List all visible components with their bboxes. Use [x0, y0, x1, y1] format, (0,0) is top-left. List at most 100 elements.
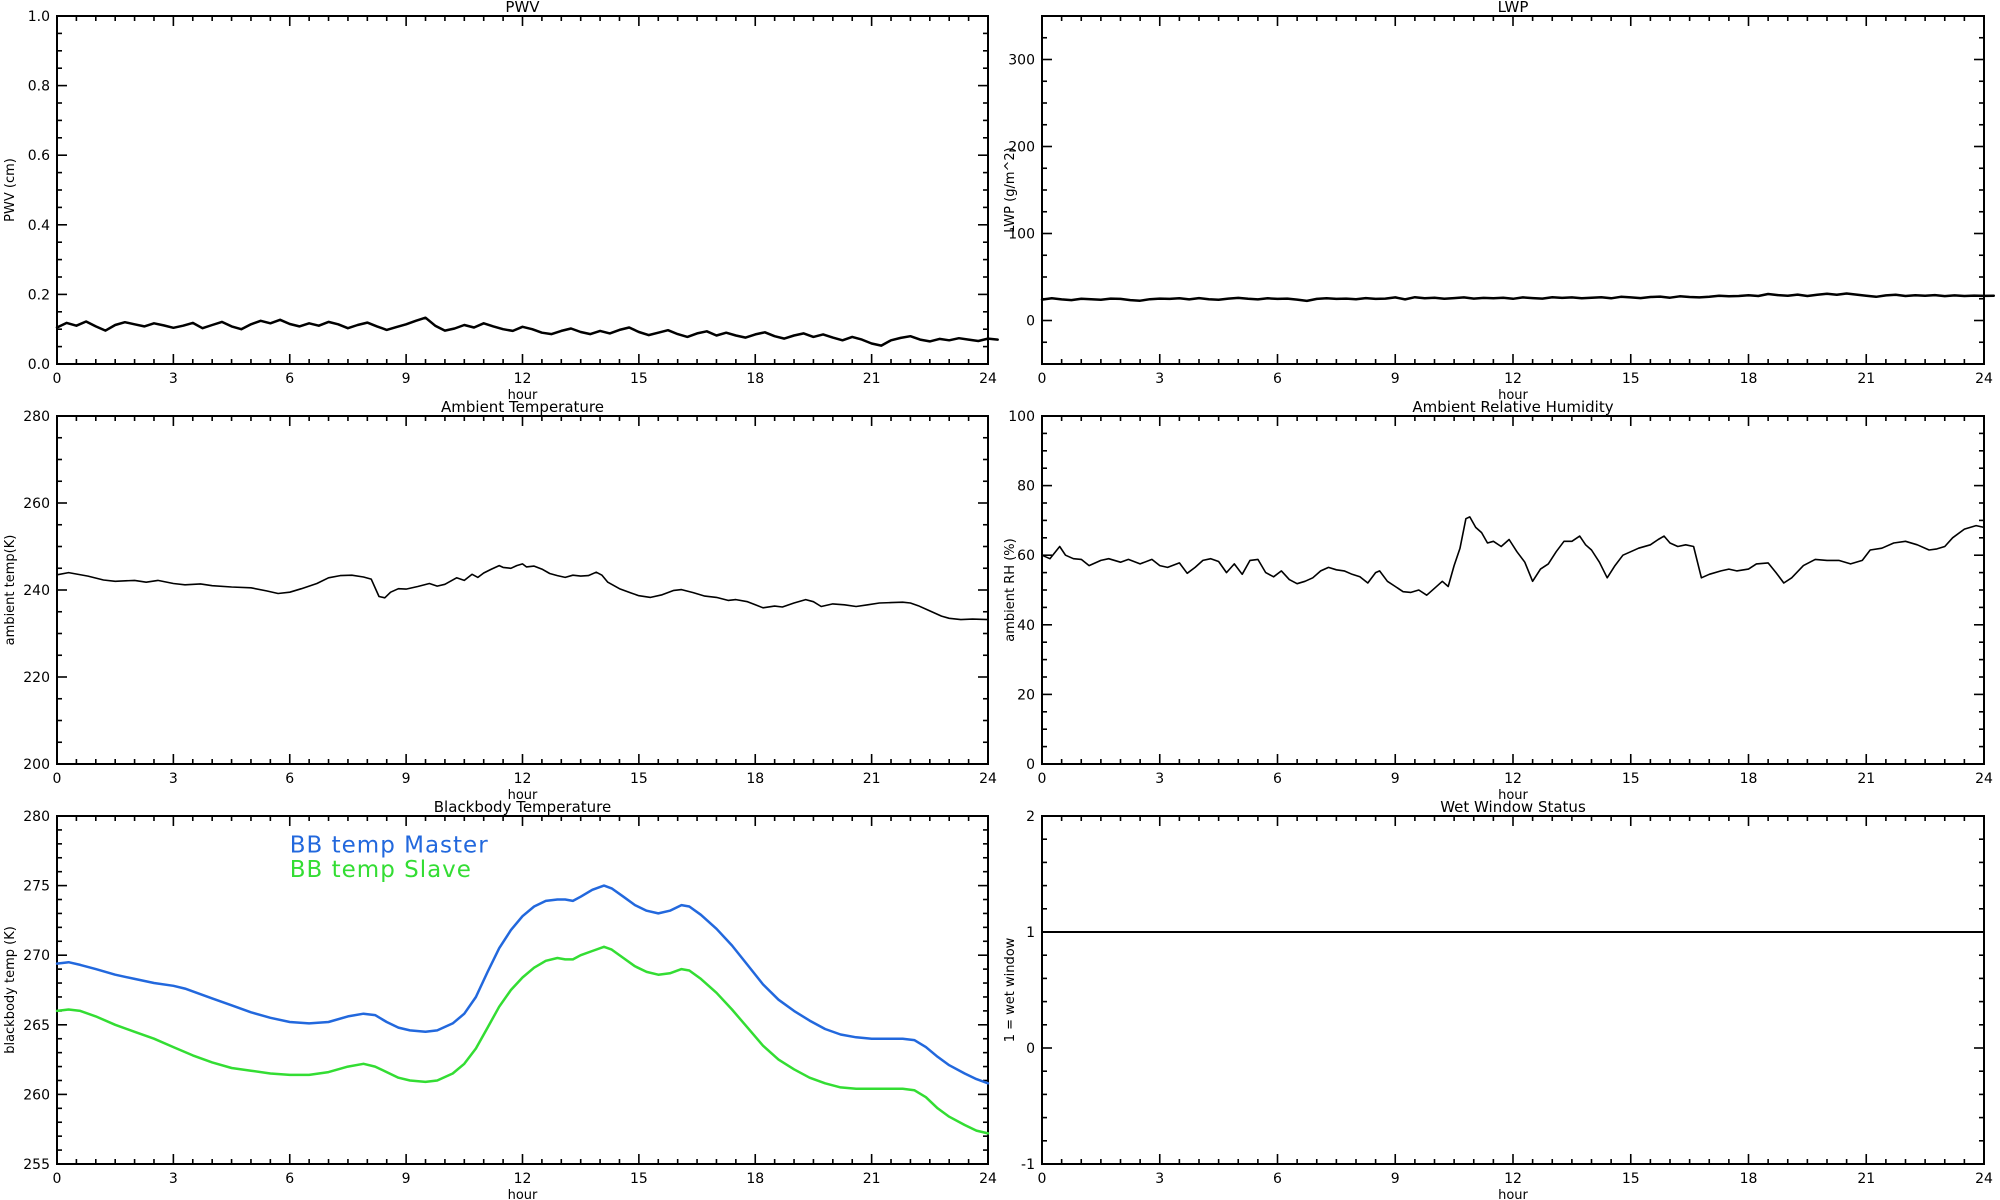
x-tick-label: 12 — [1504, 371, 1522, 387]
x-tick-label: 15 — [630, 771, 648, 787]
series-ambient-rh — [1041, 516, 1985, 596]
x-tick-label: 18 — [1740, 371, 1758, 387]
y-tick-label: 220 — [23, 670, 50, 686]
x-tick-label: 24 — [979, 371, 997, 387]
x-axis-label: hour — [508, 388, 538, 400]
y-tick-label: 200 — [1008, 140, 1035, 156]
x-tick-label: 21 — [863, 771, 881, 787]
x-tick-label: 18 — [746, 1171, 764, 1187]
panel-ambient-temperature: 0 3 6 9 12 15 18 21 24 200 220 240 260 280 Ambient Tem… — [0, 400, 1000, 800]
x-tick-label: 3 — [1155, 1171, 1164, 1187]
y-tick-label: 255 — [23, 1157, 50, 1173]
panel-pwv: 0 3 6 9 12 15 18 21 24 0.0 0.2 0.4 0.6 0.8 1.0 PWV hour P… — [0, 0, 1000, 400]
x-tick-label: 6 — [1273, 1171, 1282, 1187]
x-tick-label: 24 — [979, 1171, 997, 1187]
x-tick-label: 3 — [1155, 371, 1164, 387]
plot-title: Wet Window Status — [1440, 800, 1586, 816]
series-ambient-temp — [56, 563, 989, 621]
series-pwv — [55, 316, 999, 347]
y-axis-label: ambient RH (%) — [1003, 538, 1018, 641]
y-tick-label: 0 — [1026, 1041, 1035, 1057]
plot-frame — [56, 815, 989, 1165]
y-axis-label: blackbody temp (K) — [3, 926, 18, 1054]
x-tick-label: 15 — [630, 1171, 648, 1187]
x-tick-label: 12 — [514, 1171, 532, 1187]
panel-ambient-relative-humidity: 0 3 6 9 12 15 18 21 24 0 20 40 60 80 100 Ambient Relati… — [1000, 400, 2000, 800]
pwv-plot: 0 3 6 9 12 15 18 21 24 0.0 0.2 0.4 0.6 0.8 1.0 PWV hour P… — [3, 0, 999, 400]
x-tick-label: 0 — [1038, 771, 1047, 787]
x-tick-label: 24 — [979, 771, 997, 787]
plot-title: Ambient Relative Humidity — [1412, 400, 1613, 416]
x-tick-label: 24 — [1975, 371, 1993, 387]
x-tick-label: 21 — [1857, 371, 1875, 387]
plot-frame — [56, 415, 989, 765]
plot-frame — [1041, 415, 1985, 765]
plot-title: PWV — [505, 0, 540, 16]
panel-lwp: 0 3 6 9 12 15 18 21 24 0 100 200 300 LWP hour LWP (g/m^… — [1000, 0, 2000, 400]
x-tick-label: 3 — [169, 371, 178, 387]
x-tick-label: 15 — [630, 371, 648, 387]
series-lwp — [1040, 292, 1996, 303]
x-axis-label: hour — [508, 1188, 538, 1200]
plot-title: Blackbody Temperature — [434, 800, 611, 816]
y-axis-label: LWP (g/m^2) — [1003, 147, 1018, 232]
x-tick-label: 0 — [53, 371, 62, 387]
y-tick-label: 40 — [1017, 618, 1035, 634]
y-tick-label: 270 — [23, 948, 50, 964]
x-tick-label: 6 — [285, 771, 294, 787]
x-tick-label: 12 — [1504, 1171, 1522, 1187]
y-tick-label: 280 — [23, 409, 50, 425]
panel-wet-window-status: 0 3 6 9 12 15 18 21 24 -1 0 1 2 Wet Window Status hour… — [1000, 800, 2000, 1200]
plot-title: Ambient Temperature — [441, 400, 604, 416]
x-tick-label: 3 — [169, 771, 178, 787]
y-tick-label: 0.4 — [28, 218, 50, 234]
x-tick-label: 6 — [285, 371, 294, 387]
y-tick-label: 200 — [23, 757, 50, 773]
series-bb-temp-master — [55, 884, 990, 1085]
x-tick-label: 0 — [53, 1171, 62, 1187]
y-tick-label: 100 — [1008, 227, 1035, 243]
x-tick-label: 12 — [1504, 771, 1522, 787]
y-tick-label: 1.0 — [28, 9, 50, 25]
y-tick-label: 1 — [1026, 925, 1035, 941]
y-axis-label: PWV (cm) — [3, 158, 18, 222]
y-tick-label: 260 — [23, 496, 50, 512]
x-tick-label: 0 — [53, 771, 62, 787]
series-bb-temp-slave — [55, 945, 990, 1135]
y-tick-label: 80 — [1017, 479, 1035, 495]
x-axis-label: hour — [1498, 1188, 1528, 1200]
y-tick-label: 0.2 — [28, 287, 50, 303]
plot-frame — [1041, 15, 1985, 365]
x-axis-label: hour — [508, 788, 538, 800]
blackbody-temperature-plot: 0 3 6 9 12 15 18 21 24 255 260 265 270 275 280 Blackbod… — [3, 800, 997, 1200]
legend-entry: BB temp Slave — [290, 857, 472, 883]
x-tick-label: 9 — [1391, 1171, 1400, 1187]
x-tick-label: 18 — [1740, 771, 1758, 787]
x-tick-label: 21 — [863, 371, 881, 387]
x-tick-label: 9 — [1391, 371, 1400, 387]
y-tick-label: -1 — [1021, 1157, 1035, 1173]
plot-title: LWP — [1498, 0, 1529, 16]
x-tick-label: 18 — [746, 371, 764, 387]
x-tick-label: 24 — [1975, 771, 1993, 787]
y-tick-label: 240 — [23, 583, 50, 599]
x-tick-label: 9 — [402, 1171, 411, 1187]
panel-blackbody-temperature: 0 3 6 9 12 15 18 21 24 255 260 265 270 275 280 Blackbod… — [0, 800, 1000, 1200]
y-tick-label: 0 — [1026, 314, 1035, 330]
x-tick-label: 6 — [285, 1171, 294, 1187]
x-tick-label: 0 — [1038, 1171, 1047, 1187]
x-tick-label: 15 — [1622, 371, 1640, 387]
x-axis-label: hour — [1498, 388, 1528, 400]
x-tick-label: 21 — [1857, 1171, 1875, 1187]
y-tick-label: 0 — [1026, 757, 1035, 773]
x-tick-label: 12 — [514, 371, 532, 387]
y-tick-label: 280 — [23, 809, 50, 825]
x-tick-label: 6 — [1273, 371, 1282, 387]
ambient-relative-humidity-plot: 0 3 6 9 12 15 18 21 24 0 20 40 60 80 100 Ambient Relati… — [1003, 400, 1993, 800]
x-axis-label: hour — [1498, 788, 1528, 800]
y-tick-label: 300 — [1008, 53, 1035, 69]
x-tick-label: 6 — [1273, 771, 1282, 787]
x-tick-label: 0 — [1038, 371, 1047, 387]
